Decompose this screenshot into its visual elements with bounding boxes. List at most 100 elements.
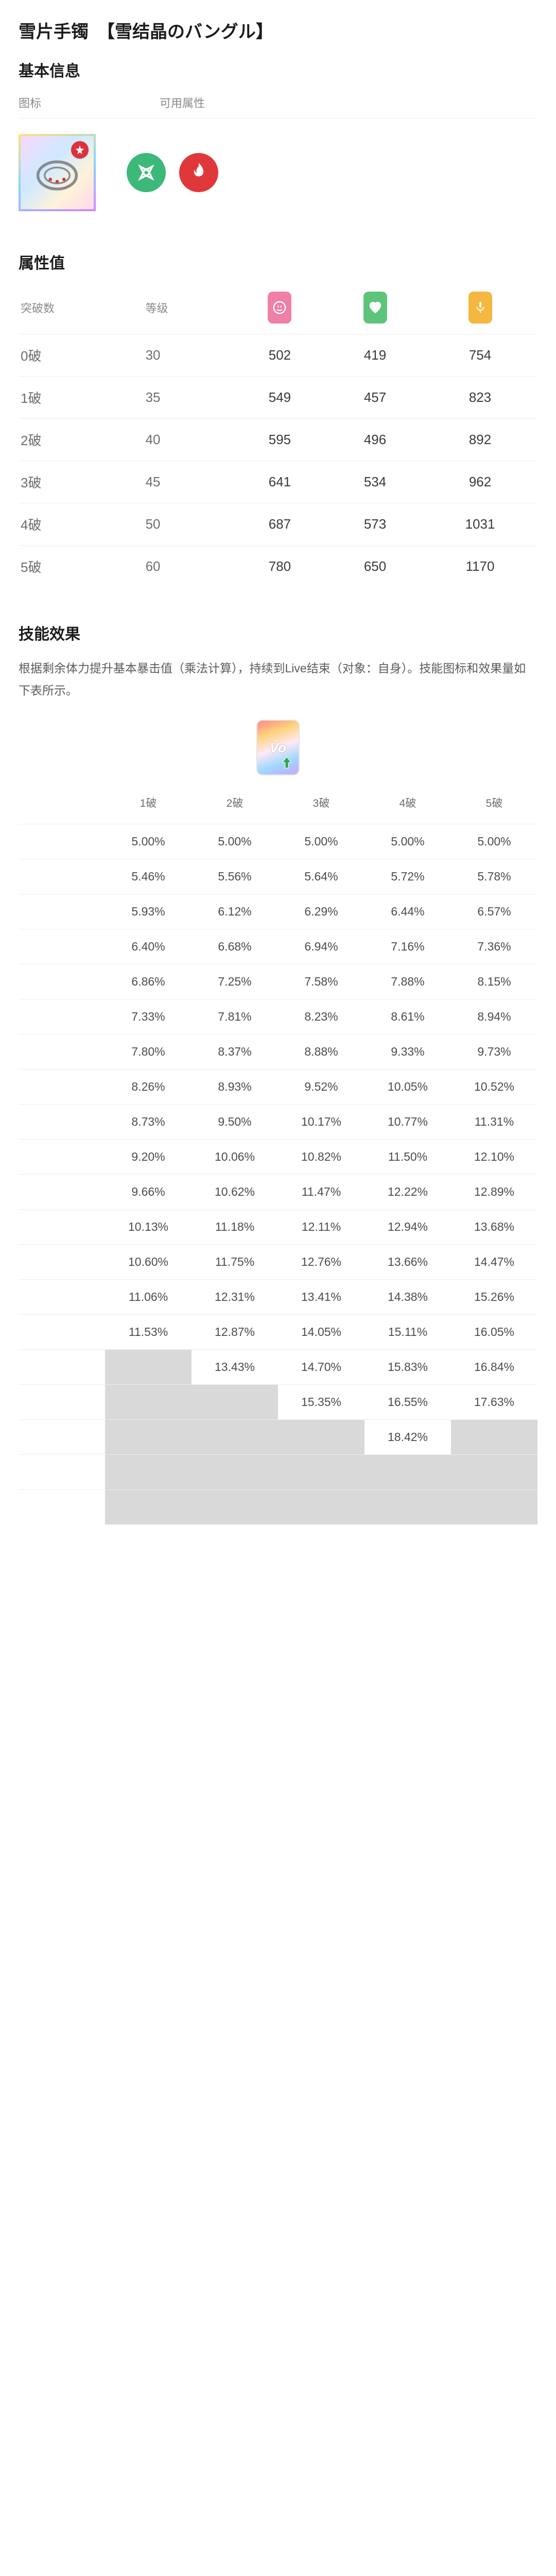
skill-row-label-15 xyxy=(19,1350,105,1385)
skill-effect-icon: Vo xyxy=(256,720,300,775)
skill-row-label-7 xyxy=(19,1070,105,1105)
skill-cell-5-0: 7.33% xyxy=(105,999,192,1035)
skill-cell-4-0: 6.86% xyxy=(105,964,192,999)
skill-cell-15-3: 15.83% xyxy=(364,1350,451,1385)
skill-row-label-16 xyxy=(19,1385,105,1420)
skill-col-4: 4破 xyxy=(364,791,451,824)
skill-cell-17-2: 17.27% xyxy=(278,1420,364,1455)
skill-cell-16-3: 16.55% xyxy=(364,1385,451,1420)
skill-cell-12-0: 10.60% xyxy=(105,1245,192,1280)
skill-cell-13-2: 13.41% xyxy=(278,1280,364,1315)
skill-cell-0-4: 5.00% xyxy=(451,824,537,859)
attr-row-mic-5: 1170 xyxy=(423,546,537,588)
skill-cell-0-1: 5.00% xyxy=(192,824,278,859)
skill-cell-14-3: 15.11% xyxy=(364,1315,451,1350)
skill-row-label-3 xyxy=(19,929,105,964)
skill-cell-12-1: 11.75% xyxy=(192,1245,278,1280)
skill-cell-1-4: 5.78% xyxy=(451,859,537,894)
skill-cell-11-3: 12.94% xyxy=(364,1210,451,1245)
skill-col-5: 5破 xyxy=(451,791,537,824)
skill-cell-14-4: 16.05% xyxy=(451,1315,537,1350)
skill-cell-19-4 xyxy=(451,1490,537,1525)
skill-row-label-14 xyxy=(19,1315,105,1350)
skill-row-label-2 xyxy=(19,894,105,929)
attr-row-smile-5: 780 xyxy=(232,546,327,588)
skill-effect-row: 9.20% 10.06% 10.82% 11.50% 12.10% xyxy=(19,1140,537,1175)
skill-col-2: 2破 xyxy=(192,791,278,824)
skill-cell-13-1: 12.31% xyxy=(192,1280,278,1315)
attr-row-break-0: 0破 xyxy=(19,334,144,377)
skill-effect-description: 根据剩余体力提升基本暴击值（乘法计算），持续到Live结束（对象：自身）。技能图… xyxy=(19,657,537,701)
skill-cell-19-2 xyxy=(278,1490,364,1525)
attr-row-mic-3: 962 xyxy=(423,461,537,503)
fire-icon xyxy=(187,161,210,184)
skill-cell-2-0: 5.93% xyxy=(105,894,192,929)
attr-row-smile-3: 641 xyxy=(232,461,327,503)
skill-cell-13-3: 14.38% xyxy=(364,1280,451,1315)
vocal-label: Vo xyxy=(270,740,286,756)
skill-cell-8-0: 8.73% xyxy=(105,1105,192,1140)
skill-cell-7-3: 10.05% xyxy=(364,1070,451,1105)
attr-row-break-1: 1破 xyxy=(19,377,144,419)
available-attributes-icons xyxy=(127,153,218,192)
basic-info-column-headers: 图标 可用属性 xyxy=(19,94,537,111)
skill-cell-8-4: 11.31% xyxy=(451,1105,537,1140)
skill-cell-2-4: 6.57% xyxy=(451,894,537,929)
skill-row-label-0 xyxy=(19,824,105,859)
skill-cell-17-4 xyxy=(451,1420,537,1455)
attr-row-level-5: 60 xyxy=(144,546,232,588)
attr-col-heart-icon-header xyxy=(327,286,423,334)
fire-attribute-icon[interactable] xyxy=(179,153,218,192)
skill-cell-3-0: 6.40% xyxy=(105,929,192,964)
skill-cell-1-3: 5.72% xyxy=(364,859,451,894)
attribute-values-row: 3破 45 641 534 962 xyxy=(19,461,537,503)
skill-effect-row: 5.00% 5.00% 5.00% 5.00% 5.00% xyxy=(19,824,537,859)
skill-row-label-17 xyxy=(19,1420,105,1455)
skill-cell-2-1: 6.12% xyxy=(192,894,278,929)
attr-row-smile-4: 687 xyxy=(232,503,327,546)
skill-cell-10-2: 11.47% xyxy=(278,1175,364,1210)
skill-cell-18-1 xyxy=(192,1455,278,1490)
attr-row-heart-5: 650 xyxy=(327,546,423,588)
skill-row-label-19 xyxy=(19,1490,105,1525)
skill-cell-17-1: 16.00% xyxy=(192,1420,278,1455)
skill-cell-7-0: 8.26% xyxy=(105,1070,192,1105)
skill-cell-11-1: 11.18% xyxy=(192,1210,278,1245)
skill-cell-12-4: 14.47% xyxy=(451,1245,537,1280)
skill-effect-row: 18.00%19.21% xyxy=(19,1455,537,1490)
skill-cell-5-4: 8.94% xyxy=(451,999,537,1035)
skill-cell-7-2: 9.52% xyxy=(278,1070,364,1105)
happy-attribute-icon[interactable] xyxy=(127,153,166,192)
skill-cell-6-1: 8.37% xyxy=(192,1035,278,1070)
skill-cell-13-0: 11.06% xyxy=(105,1280,192,1315)
skill-effect-row: 7.80% 8.37% 8.88% 9.33% 9.73% xyxy=(19,1035,537,1070)
happy-icon xyxy=(135,161,158,184)
skill-cell-6-2: 8.88% xyxy=(278,1035,364,1070)
skill-cell-12-2: 12.76% xyxy=(278,1245,364,1280)
skill-cell-14-0: 11.53% xyxy=(105,1315,192,1350)
heart-stat-icon xyxy=(363,292,387,324)
skill-effect-row: 11.06% 12.31% 13.41% 14.38% 15.26% xyxy=(19,1280,537,1315)
skill-col-1: 1破 xyxy=(105,791,192,824)
attr-col-level-label: 等级 xyxy=(144,286,232,334)
attr-row-level-2: 40 xyxy=(144,419,232,461)
skill-cell-14-2: 14.05% xyxy=(278,1315,364,1350)
skill-cell-19-3: 20.00% xyxy=(364,1490,451,1525)
rarity-star-icon xyxy=(74,144,85,156)
attr-row-mic-0: 754 xyxy=(423,334,537,377)
attribute-values-row: 0破 30 502 419 754 xyxy=(19,334,537,377)
skill-effect-row: 16.00%17.27%18.42% xyxy=(19,1420,537,1455)
skill-row-label-4 xyxy=(19,964,105,999)
skill-cell-18-2: 18.00% xyxy=(278,1455,364,1490)
page-title: 雪片手镯 【雪结晶のバングル】 xyxy=(19,18,537,43)
attr-row-level-4: 50 xyxy=(144,503,232,546)
skill-effect-row: 11.53% 12.87% 14.05% 15.11% 16.05% xyxy=(19,1315,537,1350)
basic-info-col-attr-label: 可用属性 xyxy=(160,94,205,111)
skill-effect-row: 5.46% 5.56% 5.64% 5.72% 5.78% xyxy=(19,859,537,894)
skill-effect-row: 10.60% 11.75% 12.76% 13.66% 14.47% xyxy=(19,1245,537,1280)
skill-cell-8-2: 10.17% xyxy=(278,1105,364,1140)
skill-effect-row: 8.26% 8.93% 9.52% 10.05% 10.52% xyxy=(19,1070,537,1105)
attr-row-break-4: 4破 xyxy=(19,503,144,546)
skill-cell-11-4: 13.68% xyxy=(451,1210,537,1245)
item-icon-card[interactable] xyxy=(19,134,96,211)
